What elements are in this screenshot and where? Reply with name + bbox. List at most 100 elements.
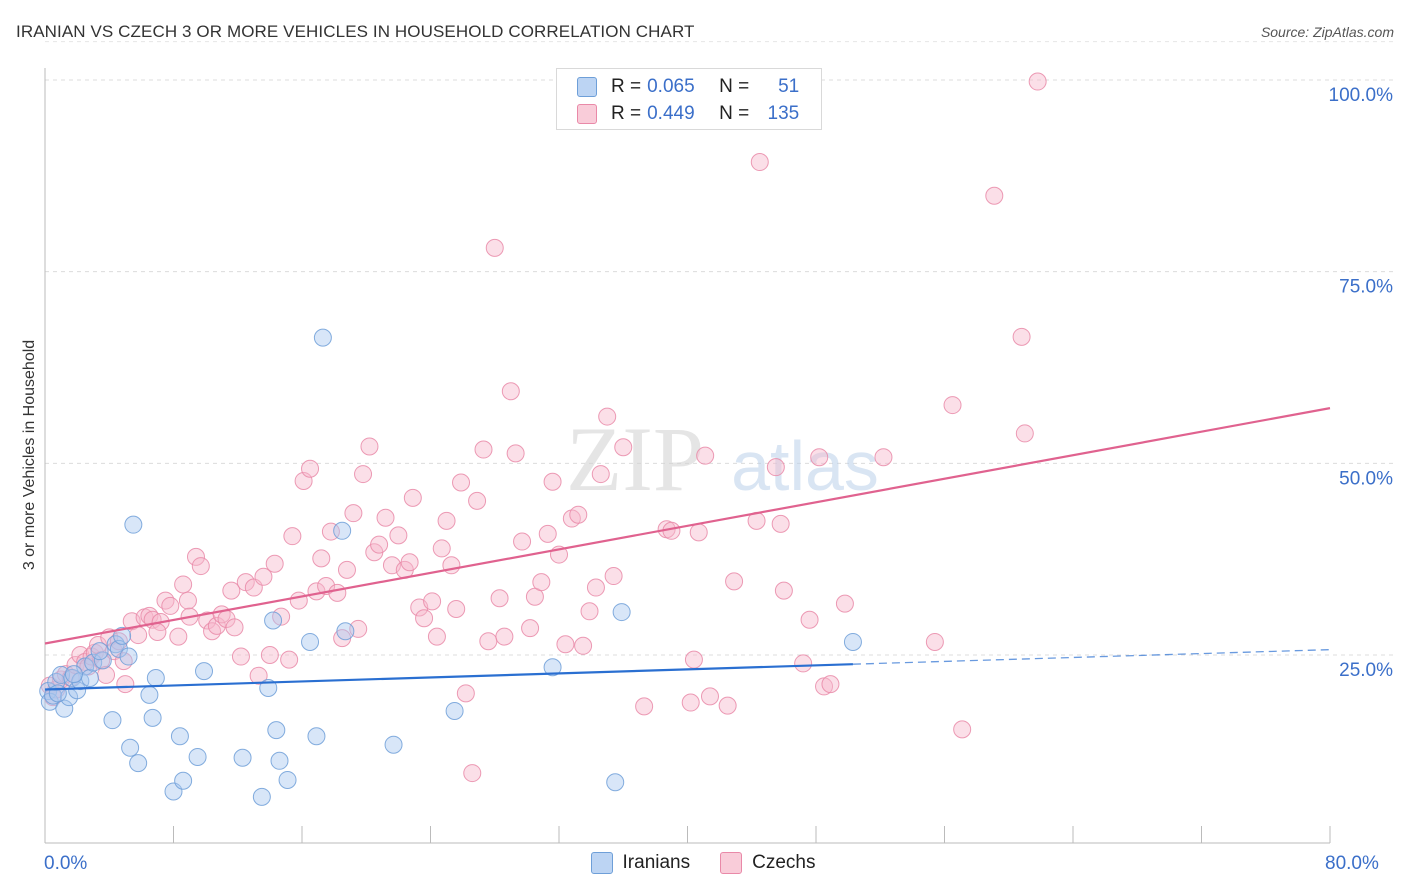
iranians-trend-extension (852, 648, 1331, 665)
czechs-point (328, 583, 347, 602)
czechs-point (835, 594, 854, 613)
czechs-point (689, 523, 708, 542)
iranians-point (384, 735, 403, 754)
czechs-point (925, 632, 944, 651)
iranians-point (146, 669, 165, 687)
czechs-point (432, 539, 451, 558)
czechs-point (750, 153, 769, 172)
czechs-point (604, 567, 623, 586)
y-tick-label: 50.0% (1339, 468, 1393, 489)
y-tick-label: 75.0% (1339, 277, 1393, 298)
czechs-point (1015, 424, 1034, 443)
czechs-point (415, 609, 434, 628)
bottom-legend-czechs: Czechs (720, 852, 815, 874)
watermark-atlas: atlas (731, 427, 879, 505)
czechs-point (874, 448, 893, 467)
czechs-point (943, 396, 962, 415)
iranians-point (313, 328, 332, 347)
czechs-point (400, 553, 419, 572)
czechs-point (174, 575, 193, 594)
legend-row-iranians: R = 0.065 N = 51 (577, 75, 799, 99)
czechs-point (586, 578, 605, 597)
legend-row-czechs: R = 0.449 N = 135 (577, 102, 799, 126)
czechs-point (370, 535, 389, 554)
czechs-point (427, 627, 446, 646)
czechs-point (260, 646, 279, 664)
czechs-point (718, 696, 737, 715)
axes (44, 68, 1331, 844)
iranians-point (843, 632, 862, 651)
bottom-legend-label-iranians: Iranians (622, 852, 691, 873)
trend-lines (44, 407, 1331, 691)
czechs-point (254, 567, 273, 586)
legend-n-value: 51 (778, 76, 800, 97)
legend-swatch-czechs (577, 104, 597, 124)
czechs-point (1012, 327, 1031, 346)
czechs-point (403, 488, 422, 507)
czechs-point (771, 514, 790, 533)
czechs-point (249, 666, 268, 685)
iranians-point (445, 701, 464, 720)
bottom-legend-label-czechs: Czechs (752, 852, 816, 873)
czechs-point (301, 459, 320, 478)
iranians-point (48, 684, 67, 703)
iranians-point (606, 773, 625, 792)
czechs-point (681, 693, 700, 712)
iranians-point (301, 632, 320, 651)
y-tick-labels: 25.0% 50.0% 75.0% 100.0% (1329, 85, 1394, 681)
grid-lines (45, 41, 1395, 656)
iranians-point (195, 662, 214, 681)
czechs-point (538, 524, 557, 543)
iranians-point (543, 658, 562, 677)
legend-n-label: N = (719, 103, 750, 124)
czechs-point (810, 448, 829, 467)
czechs-point (389, 526, 408, 545)
czechs-point (474, 440, 493, 459)
iranians-point (113, 626, 132, 645)
czechs-point (289, 591, 308, 610)
bottom-legend: Iranians Czechs (0, 852, 1406, 874)
iranians-point (333, 521, 352, 540)
iranians-trend-line (44, 663, 853, 691)
iranians-point (278, 770, 297, 789)
czechs-point (447, 600, 466, 618)
iranians-point (121, 738, 140, 757)
chart-title: IRANIAN VS CZECH 3 OR MORE VEHICLES IN H… (16, 22, 695, 41)
czechs-point (513, 532, 532, 551)
czechs-point (485, 238, 504, 257)
chart-source: Source: ZipAtlas.com (1260, 24, 1394, 40)
czechs-point (490, 589, 509, 608)
czechs-point (463, 764, 482, 783)
czechs-point (700, 687, 719, 706)
iranians-point (64, 665, 83, 684)
czechs-point (985, 186, 1004, 205)
iranians-point (264, 611, 283, 630)
czechs-point (580, 602, 599, 621)
czechs-point (479, 632, 498, 651)
czechs-point (543, 472, 562, 491)
czechs-point (794, 654, 813, 673)
bottom-legend-swatch-czechs (720, 852, 743, 874)
czechs-point (521, 619, 540, 638)
czechs-point (800, 610, 819, 629)
iranians-point (174, 771, 193, 790)
czechs-point (225, 618, 244, 637)
czechs-point (614, 438, 633, 457)
czechs-point (556, 635, 575, 654)
iranians-point (188, 747, 207, 766)
iranians-point (103, 711, 122, 730)
czechs-point (376, 508, 395, 527)
czechs-point (148, 623, 167, 641)
czechs-point (532, 573, 551, 592)
iranians-point (170, 727, 189, 746)
iranians-point (267, 721, 286, 740)
y-tick-label: 25.0% (1339, 660, 1393, 681)
legend-box: R = 0.065 N = 51 R = 0.449 N = 135 (556, 68, 822, 130)
x-tick-label-max: 80.0% (1325, 853, 1379, 874)
czechs-point (207, 616, 226, 635)
czechs-point (129, 626, 148, 645)
czechs-point (280, 650, 299, 669)
legend-n-label: N = (719, 76, 750, 97)
legend-r-label: R = (611, 103, 642, 124)
